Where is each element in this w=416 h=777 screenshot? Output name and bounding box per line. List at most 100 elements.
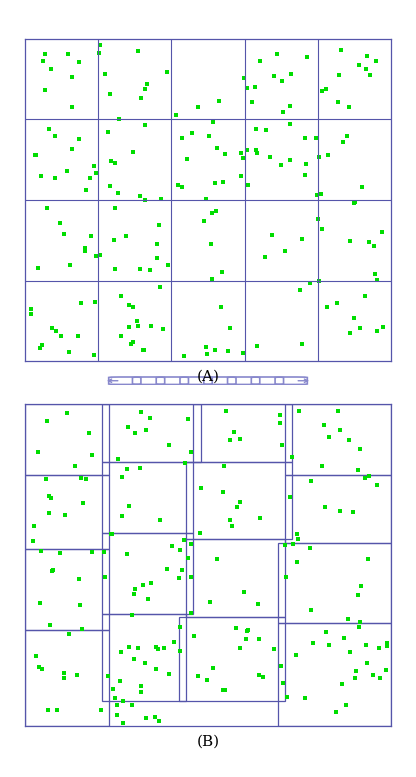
Point <box>184 413 191 425</box>
Point <box>89 546 96 559</box>
Point <box>352 672 358 685</box>
Point <box>295 532 302 545</box>
Point <box>302 131 309 144</box>
Bar <box>25 629 109 726</box>
Point <box>298 233 305 246</box>
Point <box>257 511 263 524</box>
Point <box>354 463 361 476</box>
Point <box>256 669 262 681</box>
Point <box>115 186 121 199</box>
Point <box>244 625 250 637</box>
Point <box>245 179 251 191</box>
Point <box>163 563 170 576</box>
Point <box>227 514 233 526</box>
Point <box>28 302 35 315</box>
Point <box>335 96 342 109</box>
Point <box>173 109 179 121</box>
Point <box>237 497 243 509</box>
Point <box>30 535 36 547</box>
Point <box>322 626 329 639</box>
Point <box>333 706 339 718</box>
Point <box>319 85 325 97</box>
Point <box>157 193 164 205</box>
Point <box>231 426 238 438</box>
Point <box>263 124 270 136</box>
Point <box>131 427 138 440</box>
Point <box>37 169 44 182</box>
Point <box>119 471 125 483</box>
Point <box>176 572 183 584</box>
Point <box>302 158 309 170</box>
Point <box>208 273 215 285</box>
Point <box>67 259 74 271</box>
Point <box>156 715 163 727</box>
Point <box>188 607 194 619</box>
Point <box>88 448 95 461</box>
Point <box>111 233 117 246</box>
Point <box>98 704 104 716</box>
Point <box>46 507 52 519</box>
Point <box>296 284 303 296</box>
Point <box>358 580 364 593</box>
Point <box>106 179 113 192</box>
Point <box>277 660 284 673</box>
Point <box>294 528 301 540</box>
Point <box>210 116 216 128</box>
Point <box>83 473 89 486</box>
Point <box>308 475 314 487</box>
Point <box>154 239 161 251</box>
Point <box>340 136 347 148</box>
Point <box>277 416 284 429</box>
Point <box>131 583 138 595</box>
Point <box>36 597 43 609</box>
Point <box>370 669 376 681</box>
Point <box>118 329 124 342</box>
Point <box>293 556 300 569</box>
Point <box>157 514 163 526</box>
Point <box>47 618 53 631</box>
Point <box>306 542 313 554</box>
Point <box>288 451 295 463</box>
Point <box>75 573 82 586</box>
Point <box>341 632 347 644</box>
Point <box>140 343 147 356</box>
Point <box>225 344 231 357</box>
Point <box>154 643 161 655</box>
Point <box>372 268 379 280</box>
Point <box>35 660 42 673</box>
Text: (A): (A) <box>196 370 220 384</box>
Point <box>126 641 133 653</box>
Point <box>351 197 358 209</box>
Point <box>130 146 137 159</box>
Point <box>64 407 71 420</box>
Point <box>362 63 369 75</box>
Point <box>57 217 64 229</box>
Point <box>211 176 218 189</box>
Point <box>137 263 144 276</box>
Point <box>42 83 49 96</box>
Point <box>296 405 302 417</box>
Point <box>345 613 352 625</box>
Point <box>96 47 102 59</box>
Point <box>326 639 332 651</box>
Point <box>181 456 188 469</box>
Point <box>101 545 108 558</box>
Point <box>102 570 109 583</box>
Point <box>137 406 144 418</box>
Point <box>160 322 166 335</box>
Point <box>114 709 121 721</box>
Point <box>125 420 131 433</box>
Point <box>48 491 55 503</box>
Point <box>320 419 327 431</box>
Point <box>346 434 352 447</box>
Point <box>111 692 118 704</box>
Point <box>252 82 259 94</box>
Point <box>126 298 133 311</box>
Point <box>142 424 149 437</box>
Point <box>74 669 80 681</box>
Point <box>287 154 293 166</box>
Bar <box>193 404 292 462</box>
Point <box>64 166 71 178</box>
Point <box>366 68 373 81</box>
Bar <box>285 404 391 475</box>
